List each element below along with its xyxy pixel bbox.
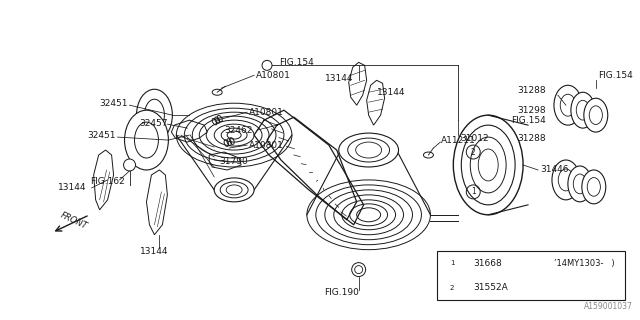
Text: 31446: 31446 <box>540 165 568 174</box>
Text: 2: 2 <box>471 148 476 156</box>
Ellipse shape <box>552 160 580 200</box>
Circle shape <box>262 60 272 70</box>
Text: 31790: 31790 <box>219 157 248 166</box>
Text: A10801: A10801 <box>249 140 284 149</box>
Ellipse shape <box>554 85 582 125</box>
Text: A159001037: A159001037 <box>584 302 633 311</box>
Ellipse shape <box>584 98 608 132</box>
Text: 31668: 31668 <box>474 259 502 268</box>
Text: 13144: 13144 <box>325 74 354 83</box>
Text: 32451: 32451 <box>100 99 128 108</box>
Bar <box>436 251 625 300</box>
Ellipse shape <box>214 178 254 202</box>
Ellipse shape <box>453 115 523 215</box>
Text: A11211: A11211 <box>442 136 476 145</box>
Circle shape <box>352 263 365 276</box>
Ellipse shape <box>136 89 172 141</box>
Text: ’14MY1303-   ): ’14MY1303- ) <box>554 259 615 268</box>
Ellipse shape <box>582 170 606 204</box>
Text: 1: 1 <box>471 188 476 196</box>
Text: FRONT: FRONT <box>59 211 89 231</box>
Text: 31552A: 31552A <box>474 284 508 292</box>
Ellipse shape <box>571 92 595 128</box>
Text: FIG.162: FIG.162 <box>90 177 124 187</box>
Text: 1: 1 <box>450 260 454 266</box>
Circle shape <box>124 159 136 171</box>
Text: 2: 2 <box>450 285 454 291</box>
Text: FIG.154: FIG.154 <box>279 58 314 67</box>
Text: A10801: A10801 <box>249 108 284 117</box>
Text: FIG.190: FIG.190 <box>324 288 358 297</box>
Text: 13144: 13144 <box>376 88 405 97</box>
Text: A10801: A10801 <box>256 71 291 80</box>
Ellipse shape <box>339 133 399 167</box>
Text: 13144: 13144 <box>140 247 169 256</box>
Text: 31298: 31298 <box>517 106 546 115</box>
Text: 31288: 31288 <box>517 86 546 95</box>
Text: 32457: 32457 <box>140 119 168 128</box>
Text: 32451: 32451 <box>88 131 116 140</box>
Ellipse shape <box>125 110 168 170</box>
Text: FIG.154: FIG.154 <box>511 116 546 125</box>
Text: 32462: 32462 <box>224 126 253 135</box>
Text: 13144: 13144 <box>58 183 86 192</box>
Text: 31012: 31012 <box>460 133 489 143</box>
Ellipse shape <box>568 166 592 202</box>
Text: FIG.154: FIG.154 <box>598 71 632 80</box>
Text: 31288: 31288 <box>517 133 546 143</box>
